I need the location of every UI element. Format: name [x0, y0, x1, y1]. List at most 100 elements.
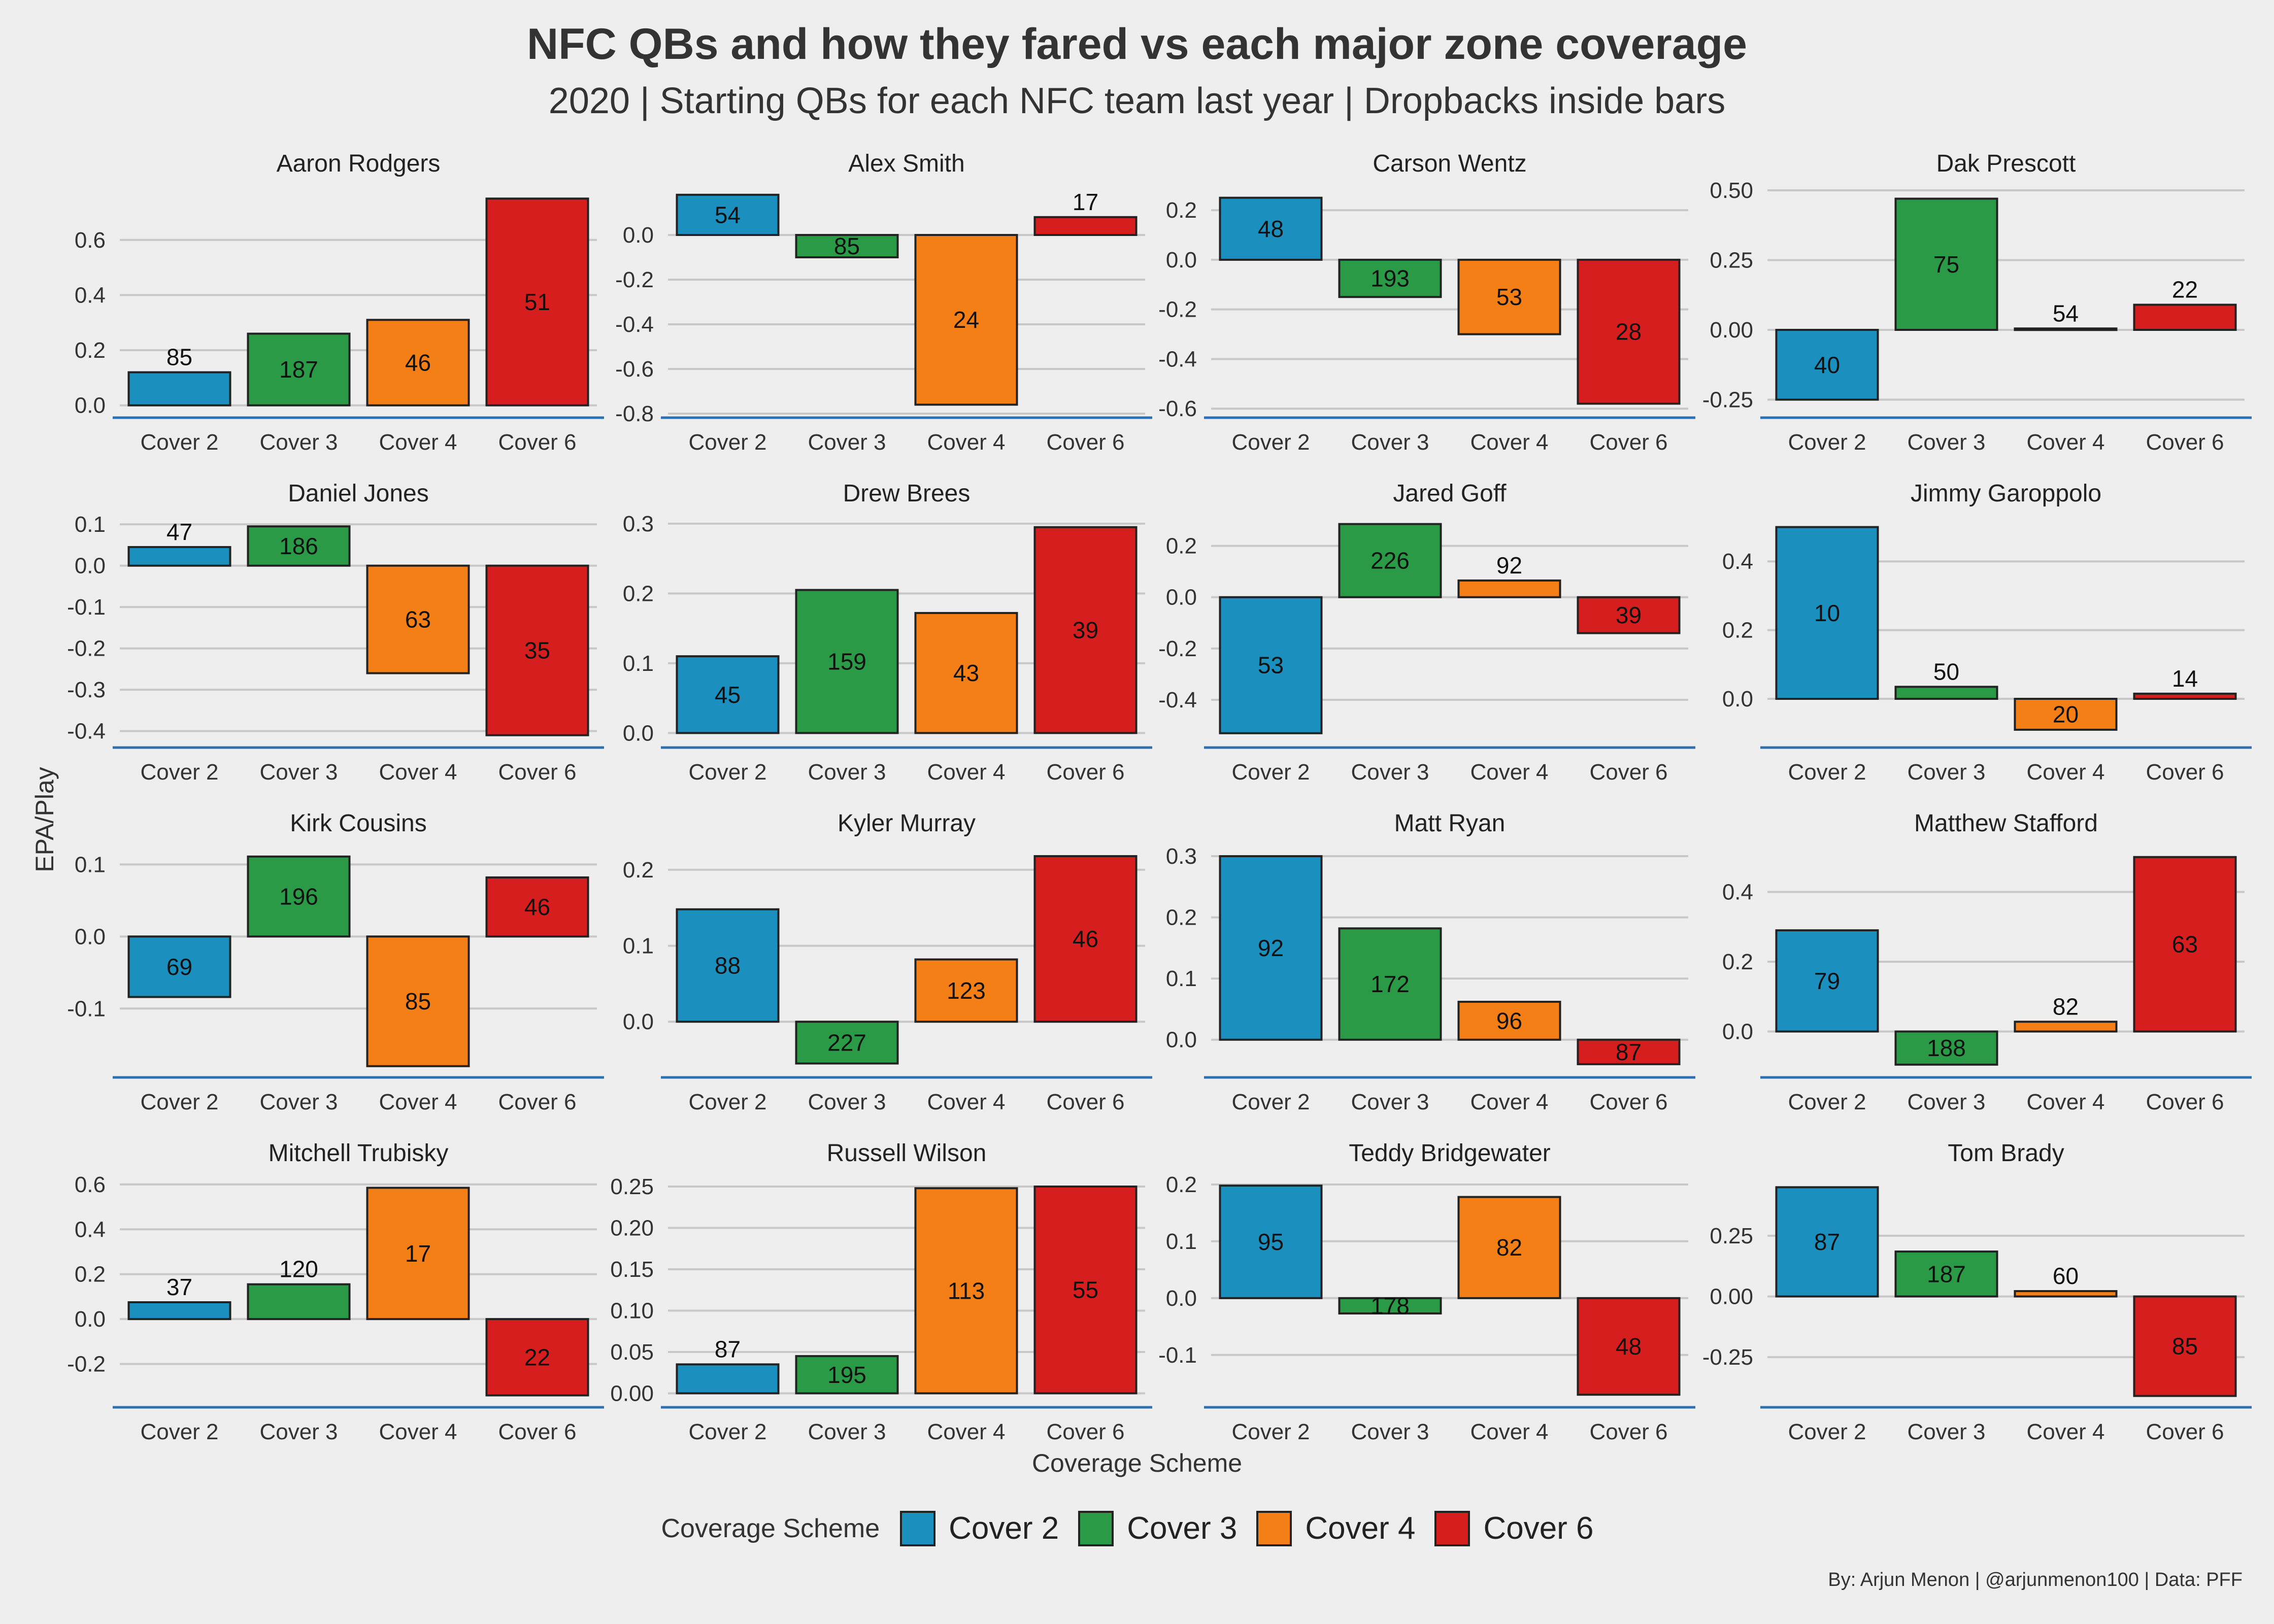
facet-panel-daniel-jones: 0.1 0.0 -0.1 -0.2 -0.3 -0.4 Daniel Jones 47 Cove… [67, 480, 604, 785]
x-tick-label: Cover 3 [259, 760, 338, 785]
facet-title: Drew Brees [843, 480, 971, 507]
chart-subtitle: 2020 | Starting QBs for each NFC team la… [548, 81, 1726, 121]
bar-cover-3 [1338, 523, 1442, 598]
y-tick-label: 0.15 [610, 1257, 654, 1282]
facet-title: Dak Prescott [1936, 150, 2076, 177]
facet-title: Daniel Jones [288, 480, 429, 507]
facet-panel-kyler-murray: 0.0 0.1 0.2 Kyler Murray 88 Cover 2 227 Cover 3… [623, 810, 1152, 1114]
bar-data-label: 37 [166, 1274, 192, 1300]
bar-cover-3 [1338, 1297, 1442, 1315]
bar-data-label: 39 [1616, 602, 1642, 628]
x-tick-label: Cover 4 [1470, 1419, 1548, 1444]
facet-title: Jimmy Garoppolo [1911, 480, 2101, 507]
facet-panel-kirk-cousins: 0.1 0.0 -0.1 Kirk Cousins 69 Cover 2 196 Cover … [67, 810, 604, 1114]
bar-cover-3 [795, 1021, 899, 1065]
legend-swatch-cover-3 [1078, 1510, 1114, 1546]
x-tick-label: Cover 3 [808, 1090, 886, 1114]
bar-cover-4 [2014, 1290, 2118, 1298]
bar-cover-4 [1457, 579, 1561, 598]
y-tick-label: 0.2 [1166, 198, 1197, 223]
y-tick-label: -0.2 [1158, 297, 1197, 322]
bar-cover-6 [1033, 526, 1138, 734]
y-tick-label: -0.3 [67, 678, 106, 702]
y-tick-label: 0.0 [1166, 248, 1197, 273]
bar-cover-3 [1338, 258, 1442, 298]
bar-cover-2 [1219, 1185, 1323, 1299]
y-tick-label: -0.2 [1158, 636, 1197, 661]
x-tick-label: Cover 4 [2026, 1419, 2104, 1444]
bar-cover-3 [1894, 1030, 1998, 1066]
y-tick-label: -0.4 [615, 312, 654, 337]
x-tick-label: Cover 2 [1788, 1090, 1866, 1114]
bar-cover-3 [1894, 1250, 1998, 1298]
x-tick-label: Cover 4 [2026, 1090, 2104, 1114]
y-tick-label: -0.4 [1158, 688, 1197, 713]
facet-title: Russell Wilson [827, 1140, 987, 1167]
bar-cover-6 [485, 564, 589, 736]
bar-cover-3 [247, 1283, 351, 1321]
x-tick-label: Cover 3 [259, 1419, 338, 1444]
bar-cover-2 [1775, 1186, 1879, 1298]
y-tick-label: -0.25 [1702, 388, 1753, 413]
bar-data-label: 193 [1370, 265, 1410, 292]
bar-cover-2 [1219, 596, 1323, 734]
facet-title: Carson Wentz [1373, 150, 1526, 177]
bar-data-label: 172 [1370, 971, 1410, 997]
y-tick-label: 0.2 [1722, 618, 1753, 643]
x-tick-label: Cover 3 [1907, 760, 1985, 785]
y-tick-label: 0.2 [1166, 1172, 1197, 1197]
bar-data-label: 85 [166, 344, 192, 370]
y-tick-label: -0.2 [67, 636, 106, 661]
x-tick-label: Cover 6 [498, 430, 576, 455]
bar-cover-4 [366, 319, 470, 407]
bar-cover-6 [1577, 1038, 1681, 1065]
facet-panel-jimmy-garoppolo: 0.0 0.2 0.4 Jimmy Garoppolo 10 Cover 2 50 Cover… [1722, 480, 2252, 785]
legend-item-cover-3: Cover 3 [1078, 1510, 1237, 1546]
x-tick-label: Cover 2 [1231, 430, 1310, 455]
facet-title: Tom Brady [1948, 1140, 2064, 1167]
bar-cover-4 [366, 564, 470, 674]
bar-data-label: 45 [715, 682, 741, 708]
bar-data-label: 43 [953, 660, 979, 686]
bar-cover-4 [914, 612, 1018, 734]
facet-title: Alex Smith [848, 150, 964, 177]
bar-data-label: 87 [1616, 1039, 1642, 1065]
bar-data-label: 17 [1073, 189, 1098, 215]
bar-cover-2 [676, 1363, 780, 1395]
x-tick-label: Cover 4 [1470, 760, 1548, 785]
y-tick-label: 0.2 [75, 1262, 106, 1287]
bar-data-label: 53 [1496, 284, 1522, 310]
bar-data-label: 55 [1073, 1277, 1098, 1303]
legend-item-cover-2: Cover 2 [900, 1510, 1059, 1546]
y-tick-label: 0.1 [75, 512, 106, 537]
bar-cover-6 [485, 876, 589, 938]
bar-cover-2 [1219, 196, 1323, 261]
x-tick-label: Cover 6 [2146, 760, 2224, 785]
y-tick-label: 0.0 [1722, 687, 1753, 712]
bar-cover-4 [2014, 327, 2118, 331]
bar-data-label: 178 [1370, 1293, 1410, 1319]
bar-cover-6 [485, 1318, 589, 1397]
x-tick-label: Cover 2 [140, 760, 218, 785]
bar-data-label: 187 [279, 356, 318, 383]
bar-cover-2 [1775, 929, 1879, 1033]
y-tick-label: 0.20 [610, 1216, 654, 1241]
bar-data-label: 47 [166, 519, 192, 545]
bar-data-label: 226 [1370, 548, 1410, 574]
bar-cover-2 [127, 371, 231, 407]
bar-cover-6 [2133, 692, 2237, 700]
y-tick-label: 0.25 [610, 1174, 654, 1199]
x-tick-label: Cover 2 [1788, 1419, 1866, 1444]
bar-cover-4 [2014, 698, 2118, 731]
bar-cover-3 [1338, 927, 1442, 1041]
bar-cover-4 [2014, 1021, 2118, 1033]
bar-data-label: 95 [1258, 1229, 1284, 1255]
x-tick-label: Cover 2 [140, 430, 218, 455]
legend-label-cover-4: Cover 4 [1305, 1511, 1416, 1546]
bar-data-label: 69 [166, 954, 192, 980]
bar-data-label: 88 [715, 952, 741, 978]
bar-data-label: 48 [1258, 216, 1284, 242]
bar-cover-6 [1033, 1186, 1138, 1395]
legend-label-cover-6: Cover 6 [1483, 1511, 1594, 1546]
bar-cover-4 [1457, 258, 1561, 335]
